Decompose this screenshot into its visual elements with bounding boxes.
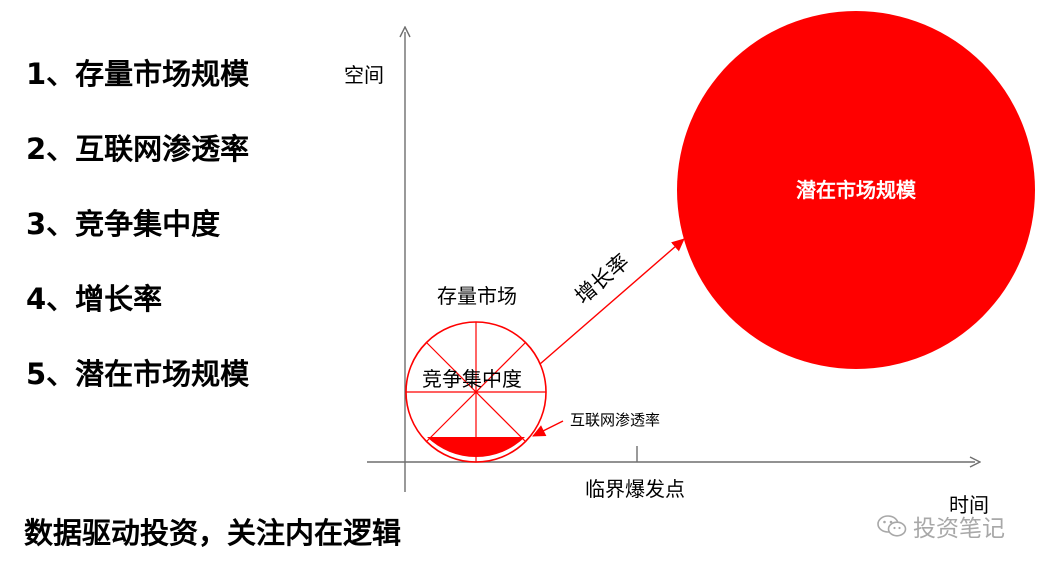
growth-arrow: [539, 238, 685, 365]
penetration-label: 互联网渗透率: [570, 411, 660, 429]
y-axis-label: 空间: [344, 63, 384, 87]
penetration-arrow: [532, 420, 564, 437]
list-item: 2、互联网渗透率: [26, 132, 250, 166]
key-factors-list: 1、存量市场规模 2、互联网渗透率 3、竞争集中度 4、增长率 5、潜在市场规模: [26, 58, 249, 433]
list-item: 1、存量市场规模: [26, 57, 250, 91]
potential-market-circle: [677, 11, 1035, 369]
list-item: 5、潜在市场规模: [26, 357, 250, 391]
existing-market-label: 存量市场: [437, 284, 517, 308]
wechat-icon: [877, 515, 907, 537]
watermark-text: 投资笔记: [913, 516, 1005, 542]
potential-market-label: 潜在市场规模: [796, 178, 917, 202]
watermark: 投资笔记: [877, 509, 1005, 543]
footer-slogan: 数据驱动投资，关注内在逻辑: [24, 516, 402, 550]
x-axis-label: 时间: [949, 493, 989, 517]
existing-market-circle: [405, 321, 547, 463]
growth-label: 增长率: [571, 249, 634, 308]
list-item: 3、竞争集中度: [26, 207, 221, 241]
concentration-label: 竞争集中度: [422, 367, 522, 391]
list-item: 4、增长率: [26, 282, 163, 316]
tipping-point-label: 临界爆发点: [585, 477, 685, 501]
